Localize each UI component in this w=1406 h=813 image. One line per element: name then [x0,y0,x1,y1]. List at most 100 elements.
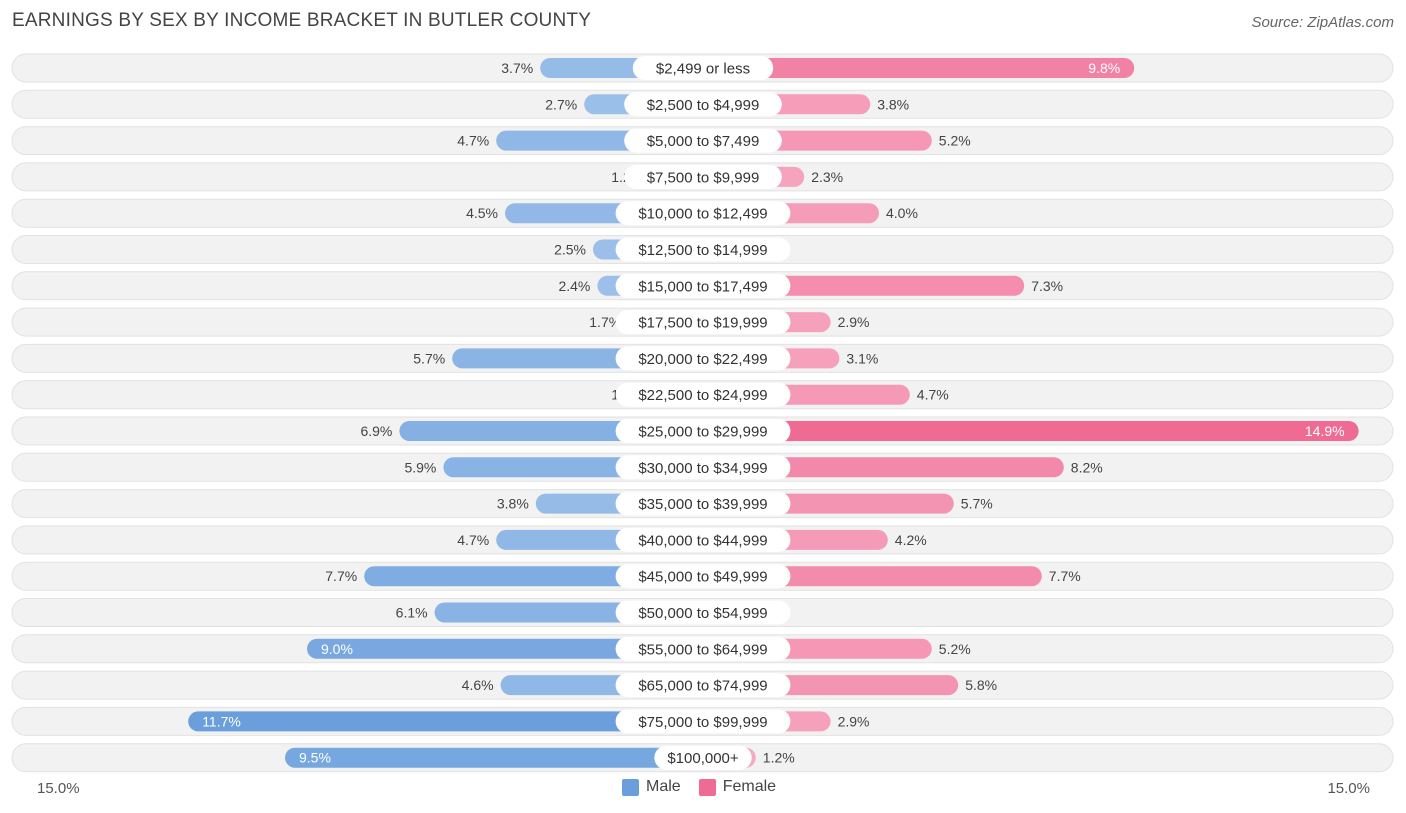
value-label-female: 2.9% [838,713,870,729]
category-pill [615,600,791,625]
value-label-male: 5.9% [404,459,436,475]
value-label-female: 5.8% [965,677,997,693]
value-label-female: 7.3% [1031,278,1063,294]
category-pill [615,564,791,589]
value-label-female: 3.1% [846,350,878,366]
category-pill [615,455,791,480]
category-label: $7,500 to $9,999 [647,169,760,186]
category-pill [624,92,782,117]
category-pill [615,636,791,661]
value-label-male: 3.7% [501,60,533,76]
value-label-female: 2.3% [811,169,843,185]
value-label-female: 7.7% [1049,568,1081,584]
value-label-male: 2.7% [545,96,577,112]
value-label-male: 4.7% [457,133,489,149]
legend-item-male[interactable]: Male [622,778,681,796]
category-label: $12,500 to $14,999 [638,242,767,259]
value-label-male: 4.7% [457,532,489,548]
category-label: $35,000 to $39,999 [638,496,767,513]
category-label: $75,000 to $99,999 [638,714,767,731]
value-label-male: 9.0% [321,641,353,657]
category-label: $50,000 to $54,999 [638,605,767,622]
value-label-male: 9.5% [299,750,331,766]
bar-female[interactable] [703,457,1064,478]
value-label-male: 4.5% [466,205,498,221]
value-label-male: 6.9% [360,423,392,439]
legend-swatch-female [698,778,716,796]
value-label-female: 5.2% [939,133,971,149]
value-label-male: 2.4% [558,278,590,294]
value-label-female: 1.2% [763,750,795,766]
row-11: 5.9% 8.2% $30,000 to $34,999 [11,452,1394,482]
category-label: $22,500 to $24,999 [638,387,767,404]
row-16: 9.0% 5.2% $55,000 to $64,999 [11,634,1394,664]
row-3: 1.2%2.3%$7,500 to $9,999 [11,162,1394,192]
category-label: $5,000 to $7,499 [647,133,760,150]
category-label: $30,000 to $34,999 [638,460,767,477]
category-label: $20,000 to $22,499 [638,351,767,368]
value-label-female: 8.2% [1071,459,1103,475]
source-label: Source: ZipAtlas.com [1251,14,1394,31]
category-label: $45,000 to $49,999 [638,569,767,586]
axis-right-label: 15.0% [1327,780,1370,797]
row-7: 1.7% 2.9% $17,500 to $19,999 [11,307,1394,337]
category-pill [624,164,782,189]
category-label: $15,000 to $17,499 [638,278,767,295]
row-17: 4.6% 5.8% $65,000 to $74,999 [11,670,1394,700]
category-pill [615,273,791,298]
category-label: $10,000 to $12,499 [638,206,767,223]
value-label-male: 1.7% [589,314,621,330]
row-8: 5.7% 3.1% $20,000 to $22,499 [11,343,1394,373]
value-label-female: 5.7% [961,496,993,512]
category-label: $17,500 to $19,999 [638,315,767,332]
row-14: 7.7% 7.7% $45,000 to $49,999 [11,561,1394,591]
category-pill [615,491,791,516]
legend-label-male: Male [646,778,681,795]
value-label-male: 6.1% [396,605,428,621]
row-0: 3.7% 9.8% $2,499 or less [11,53,1394,83]
legend-swatch-male [622,778,639,796]
bar-male[interactable] [307,638,703,659]
bar-female[interactable] [703,421,1359,441]
category-pill [615,527,791,552]
category-pill [615,346,791,371]
row-4: 4.5% 4.0% $10,000 to $12,499 [11,198,1394,228]
category-pill [654,745,752,770]
value-label-female: 4.2% [895,532,927,548]
category-label: $100,000+ [667,750,739,767]
value-label-female: 9.8% [1088,60,1120,76]
bar-male[interactable] [188,711,703,732]
value-label-female: 5.2% [939,641,971,657]
row-12: 3.8% 5.7% $35,000 to $39,999 [11,489,1394,519]
bar-female[interactable] [703,58,1135,78]
category-pill [615,673,791,698]
legend-label-female: Female [722,778,777,795]
category-pill [632,56,774,80]
value-label-male: 7.7% [325,568,357,584]
legend: Male Female [622,778,794,796]
row-5: 2.5%0.84%$12,500 to $14,999 [11,235,1394,264]
value-label-male: 11.7% [202,713,241,729]
row-10: 6.9% 14.9% $25,000 to $29,999 [11,416,1394,446]
category-label: $25,000 to $29,999 [638,424,767,441]
axis-left-label: 15.0% [37,780,80,797]
row-2: 4.7% 5.2% $5,000 to $7,499 [11,126,1394,156]
category-pill [615,709,791,734]
value-label-female: 4.0% [886,205,918,221]
row-6: 2.4% 7.3% $15,000 to $17,499 [11,271,1394,301]
category-pill [615,382,791,407]
row-9: 1.2%4.7%$22,500 to $24,999 [11,380,1394,410]
chart-title: EARNINGS BY SEX BY INCOME BRACKET IN BUT… [12,10,592,31]
value-label-male: 2.5% [554,242,586,258]
category-pill [615,237,791,262]
category-pill [615,201,791,226]
value-label-female: 4.7% [917,387,949,403]
value-label-female: 2.9% [838,314,870,330]
value-label-male: 5.7% [413,350,445,366]
value-label-male: 4.6% [462,677,494,693]
category-label: $40,000 to $44,999 [638,532,767,549]
row-19: 9.5% 1.2% $100,000+ [11,743,1394,773]
chart: 3.7% 9.8% $2,499 or less 2.7% 3.8% $2,500 to … [11,53,1394,773]
legend-item-female[interactable]: Female [698,778,777,796]
bar-male[interactable] [285,747,703,768]
